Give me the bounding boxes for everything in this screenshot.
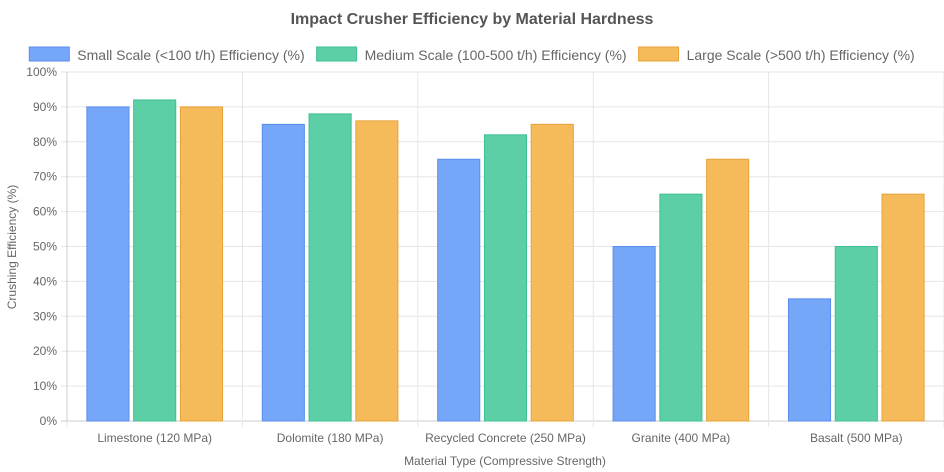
bar xyxy=(261,123,305,422)
legend-item[interactable]: Medium Scale (100-500 t/h) Efficiency (%… xyxy=(316,46,627,63)
bar xyxy=(834,246,878,422)
bar xyxy=(787,298,832,422)
bar xyxy=(179,106,224,422)
x-tick-label: Basalt (500 MPa) xyxy=(810,431,903,445)
bar xyxy=(133,99,177,422)
bar xyxy=(706,158,750,422)
legend-label: Small Scale (<100 t/h) Efficiency (%) xyxy=(77,47,304,63)
bar xyxy=(483,134,528,422)
bar xyxy=(86,106,130,422)
bar xyxy=(659,193,703,422)
legend-item[interactable]: Small Scale (<100 t/h) Efficiency (%) xyxy=(28,46,305,63)
y-tick-label: 100% xyxy=(26,65,57,79)
chart-title: Impact Crusher Efficiency by Material Ha… xyxy=(291,11,654,28)
bar xyxy=(437,158,481,422)
y-tick-label: 70% xyxy=(33,170,57,184)
x-tick-label: Dolomite (180 MPa) xyxy=(277,431,384,445)
x-tick-label: Recycled Concrete (250 MPa) xyxy=(425,431,586,445)
bars xyxy=(86,99,925,422)
legend-label: Medium Scale (100-500 t/h) Efficiency (%… xyxy=(365,47,627,63)
legend-swatch xyxy=(638,46,680,62)
y-tick-label: 50% xyxy=(33,240,57,254)
legend-label: Large Scale (>500 t/h) Efficiency (%) xyxy=(687,47,915,63)
x-tick-label: Limestone (120 MPa) xyxy=(97,431,212,445)
y-tick-label: 90% xyxy=(33,100,57,114)
bar xyxy=(612,246,656,422)
legend: Small Scale (<100 t/h) Efficiency (%) Med… xyxy=(28,46,915,63)
legend-swatch xyxy=(316,46,358,62)
y-tick-label: 10% xyxy=(33,379,57,393)
bar xyxy=(881,193,925,422)
y-tick-label: 60% xyxy=(33,205,57,219)
x-axis-ticks: Limestone (120 MPa) Dolomite (180 MPa) Rec… xyxy=(97,431,902,445)
legend-swatch xyxy=(28,46,70,62)
bar xyxy=(308,113,352,422)
y-tick-label: 0% xyxy=(40,414,58,428)
y-axis-ticks: 0% 10% 20% 30% 40% 50% 60% 70% 80% 90% 100% xyxy=(26,65,57,428)
bar xyxy=(530,123,574,422)
y-tick-label: 80% xyxy=(33,135,57,149)
x-axis-label: Material Type (Compressive Strength) xyxy=(404,454,606,468)
y-tick-label: 40% xyxy=(33,274,57,288)
x-tick-label: Granite (400 MPa) xyxy=(632,431,731,445)
legend-item[interactable]: Large Scale (>500 t/h) Efficiency (%) xyxy=(638,46,915,63)
y-tick-label: 20% xyxy=(33,344,57,358)
bar xyxy=(355,120,399,422)
y-axis-label: Crushing Efficiency (%) xyxy=(5,185,19,310)
y-tick-label: 30% xyxy=(33,309,57,323)
